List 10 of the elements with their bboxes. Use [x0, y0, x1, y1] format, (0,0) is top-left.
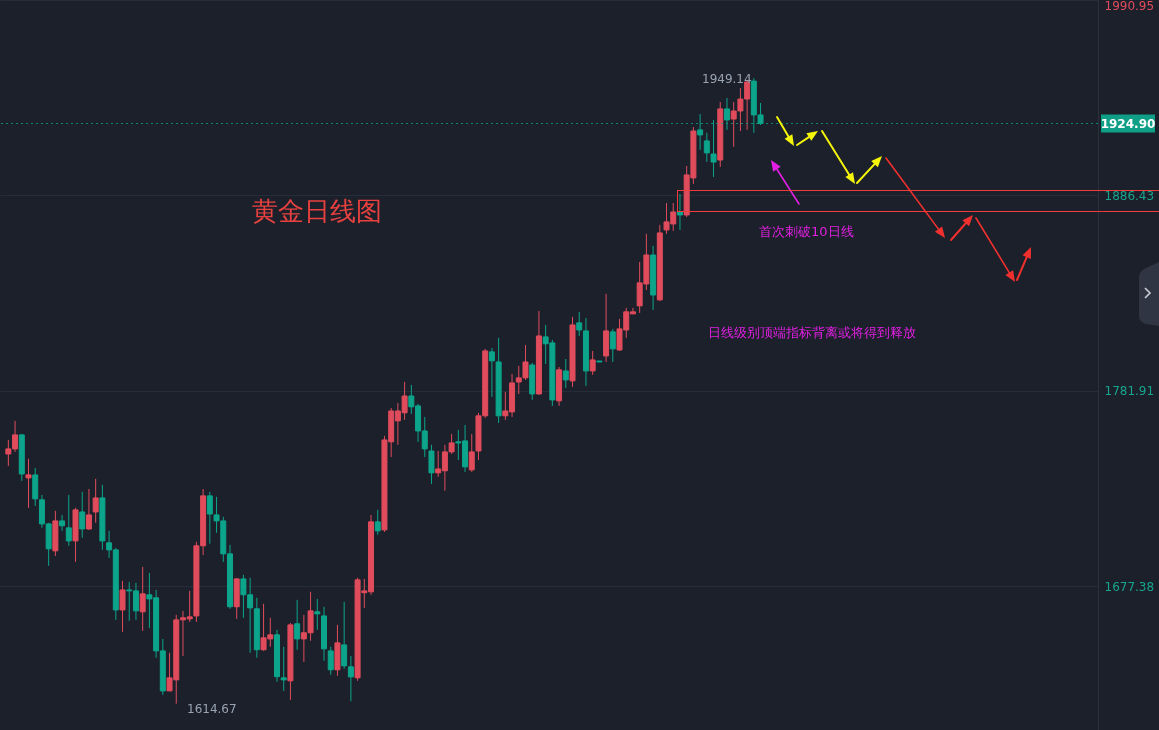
y-tick-label: 1990.95 — [1104, 0, 1155, 13]
y-tick-label: 1677.38 — [1104, 579, 1155, 594]
annotation: 日线级别顶端指标背离或将得到释放 — [708, 325, 916, 340]
y-tick-label: 1886.43 — [1104, 188, 1155, 203]
annotation: 1949.14 — [702, 72, 752, 86]
ref-line-label: 1924.90 — [1100, 116, 1156, 131]
annotation: 首次刺破10日线 — [759, 224, 854, 239]
text: 黄金日线图 — [252, 196, 382, 226]
y-tick-label: 1781.91 — [1104, 384, 1155, 399]
annotation: 1614.67 — [187, 702, 237, 716]
